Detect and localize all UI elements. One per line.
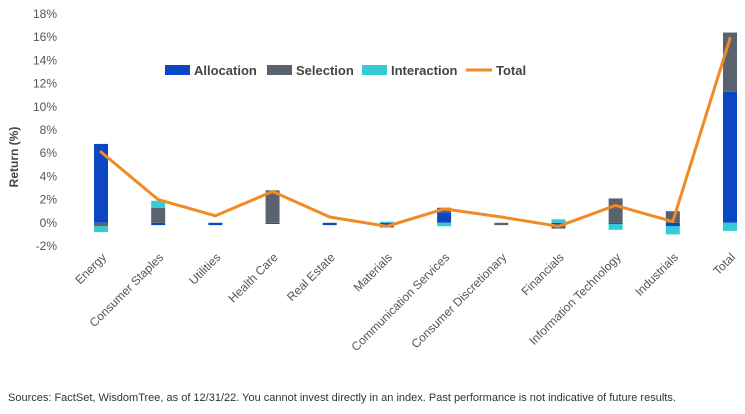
bar-interaction xyxy=(379,221,394,223)
bar-allocation xyxy=(322,222,337,226)
y-tick-label: 18% xyxy=(33,7,57,21)
bar-selection xyxy=(608,198,623,223)
legend-label-total: Total xyxy=(496,63,526,78)
point-total xyxy=(99,150,103,154)
y-tick-label: 2% xyxy=(40,193,58,207)
x-tick-label: Energy xyxy=(72,250,109,287)
bar-selection xyxy=(494,222,509,226)
legend-swatch-interaction xyxy=(362,65,387,75)
bar-allocation xyxy=(265,222,280,224)
point-total xyxy=(214,214,217,218)
bar-interaction xyxy=(723,222,737,231)
y-tick-label: 4% xyxy=(40,169,58,183)
bar-interaction xyxy=(437,222,452,227)
legend-swatch-allocation xyxy=(165,65,190,75)
bar-allocation xyxy=(608,222,623,224)
x-tick-label: Industrials xyxy=(632,250,681,299)
x-tick-label: Materials xyxy=(351,250,395,294)
y-axis-label: Return (%) xyxy=(7,127,21,188)
legend-swatch-selection xyxy=(267,65,292,75)
y-tick-label: 16% xyxy=(33,30,57,44)
point-total xyxy=(557,225,560,228)
bar-selection xyxy=(94,222,108,227)
point-total xyxy=(728,37,732,40)
y-tick-label: 12% xyxy=(33,77,57,91)
bar-allocation xyxy=(723,91,737,223)
x-tick-label: Real Estate xyxy=(284,250,338,304)
y-tick-label: 0% xyxy=(40,216,58,230)
x-tick-label: Utilities xyxy=(186,250,223,287)
bar-interaction xyxy=(94,226,108,233)
x-tick-label: Total xyxy=(710,250,738,278)
point-total xyxy=(442,207,446,211)
bar-allocation xyxy=(665,222,680,227)
bar-allocation xyxy=(94,143,108,223)
point-total xyxy=(328,215,331,219)
bar-interaction xyxy=(551,219,566,223)
legend-label-allocation: Allocation xyxy=(194,63,257,78)
y-tick-label: 8% xyxy=(40,123,58,137)
y-tick-label: 10% xyxy=(33,100,57,114)
line-total xyxy=(99,36,732,228)
y-axis: -2% 0% 2% 4% 6% 8% 10% 12% 14% 16% 18% xyxy=(33,7,57,253)
bar-interaction xyxy=(608,223,623,230)
x-tick-label: Consumer Discretionary xyxy=(408,250,509,351)
x-tick-label: Communication Services xyxy=(348,250,452,354)
bar-allocation xyxy=(379,222,394,226)
x-tick-label: Financials xyxy=(518,250,566,298)
total-line-layer xyxy=(99,36,732,228)
point-total xyxy=(385,225,389,228)
point-total xyxy=(671,220,675,223)
x-tick-label: Health Care xyxy=(225,250,280,305)
legend-label-selection: Selection xyxy=(296,63,354,78)
legend: Allocation Selection Interaction Total xyxy=(165,63,526,78)
bar-interaction xyxy=(665,226,680,235)
bar-allocation xyxy=(151,222,166,226)
bar-allocation xyxy=(551,222,566,226)
bar-interaction xyxy=(151,200,166,208)
point-total xyxy=(500,215,503,219)
point-total xyxy=(271,190,274,193)
source-footnote: Sources: FactSet, WisdomTree, as of 12/3… xyxy=(8,392,676,404)
y-tick-label: 14% xyxy=(33,53,57,67)
point-total xyxy=(156,198,160,201)
point-total xyxy=(614,204,617,207)
y-tick-label: -2% xyxy=(36,239,58,253)
attribution-chart: -2%0%2%4%6%8%10%12%14%16%18% EnergyConsu… xyxy=(7,7,738,354)
bar-selection xyxy=(265,190,280,223)
bar-allocation xyxy=(437,212,452,223)
y-tick-label: 6% xyxy=(40,146,58,160)
bar-allocation xyxy=(208,222,223,226)
legend-label-interaction: Interaction xyxy=(391,63,458,78)
bar-selection xyxy=(151,207,166,223)
